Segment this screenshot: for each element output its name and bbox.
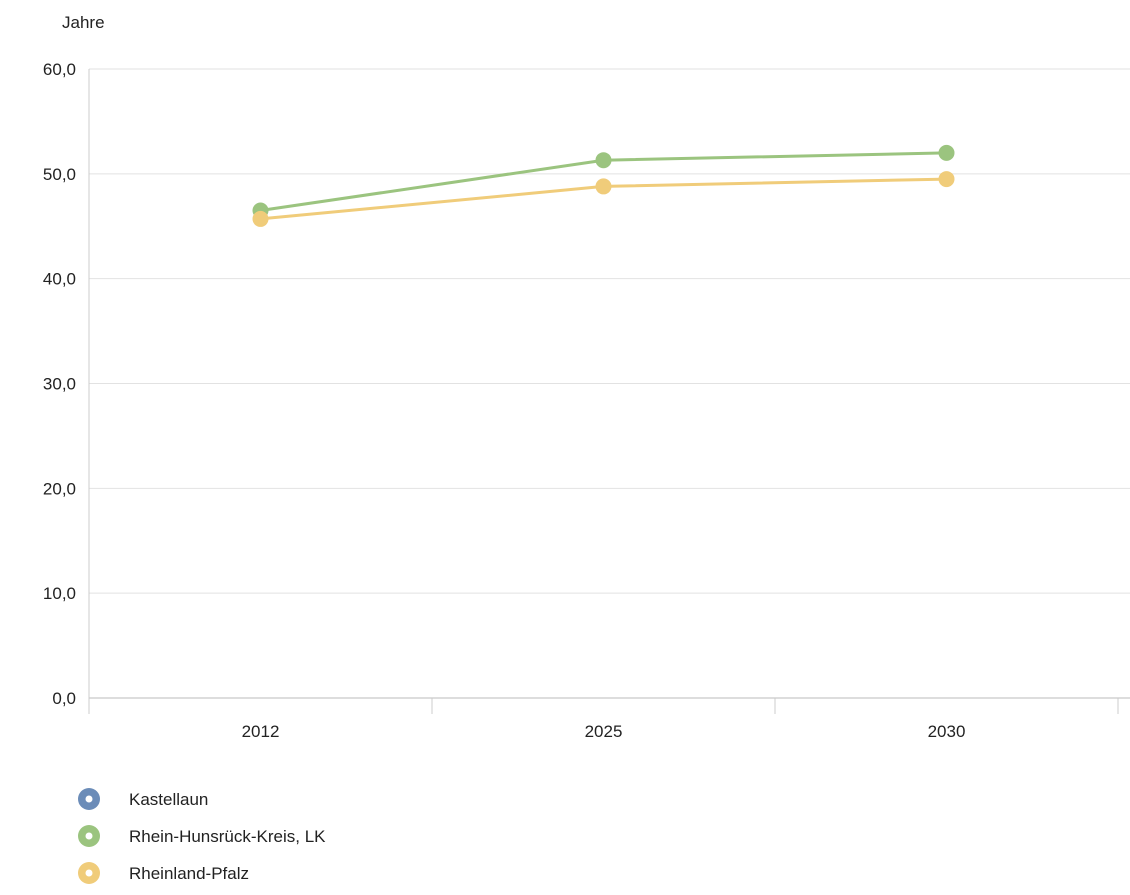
series-group	[252, 144, 955, 227]
y-tick-label: 60,0	[43, 60, 76, 79]
data-point[interactable]	[595, 178, 612, 195]
y-tick-label: 30,0	[43, 375, 76, 394]
y-tick-label: 40,0	[43, 270, 76, 289]
y-tick-label: 0,0	[52, 689, 76, 708]
y-tick-label: 50,0	[43, 165, 76, 184]
legend-marker-dot	[85, 795, 93, 803]
legend-marker-dot	[85, 869, 93, 877]
legend-label[interactable]: Rheinland-Pfalz	[129, 864, 249, 883]
y-tick-label: 20,0	[43, 479, 76, 498]
gridlines	[88, 68, 1130, 714]
x-tick-label: 2030	[928, 722, 966, 741]
legend-marker-dot	[85, 832, 93, 840]
data-point[interactable]	[938, 144, 955, 161]
legend-label[interactable]: Kastellaun	[129, 790, 208, 809]
x-axis: 2012 2025 2030	[242, 698, 1119, 741]
legend[interactable]: Kastellaun Rhein-Hunsrück-Kreis, LK Rheinl…	[78, 788, 326, 884]
data-point[interactable]	[938, 171, 955, 188]
legend-label[interactable]: Rhein-Hunsrück-Kreis, LK	[129, 827, 326, 846]
x-tick-label: 2012	[242, 722, 280, 741]
y-tick-labels: 0,0 10,0 20,0 30,0 40,0 50,0 60,0	[43, 60, 76, 708]
y-tick-label: 10,0	[43, 584, 76, 603]
x-tick-label: 2025	[585, 722, 623, 741]
data-point[interactable]	[595, 152, 612, 169]
y-axis-title: Jahre	[62, 13, 105, 32]
data-point[interactable]	[252, 210, 269, 227]
